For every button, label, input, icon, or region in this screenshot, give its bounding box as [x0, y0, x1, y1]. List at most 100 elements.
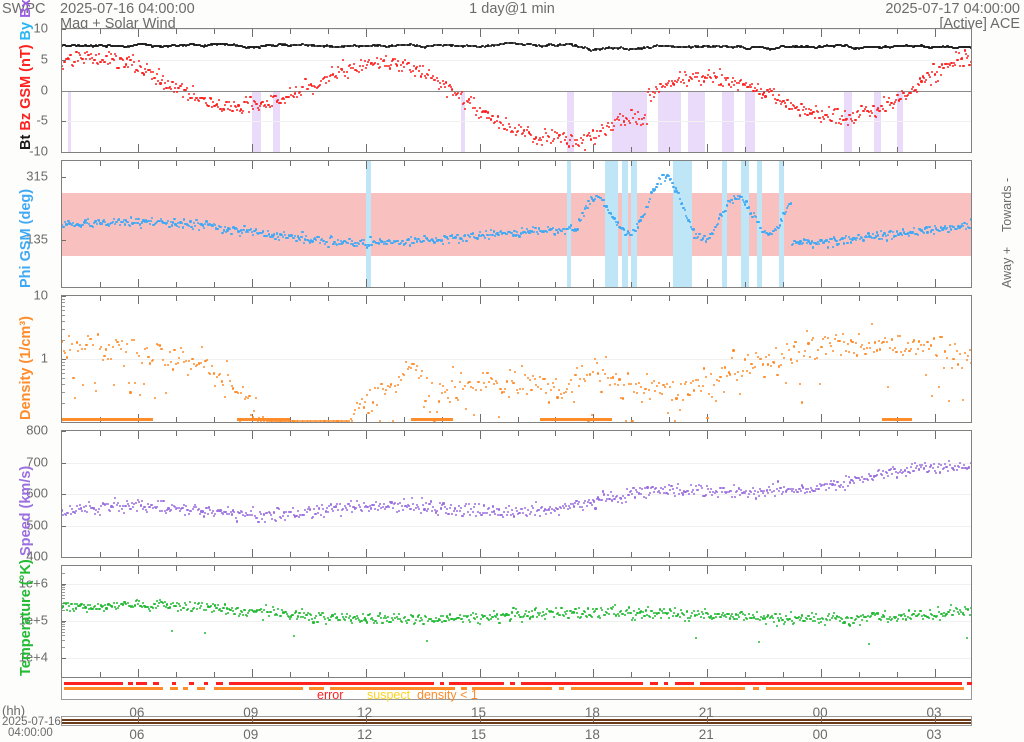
x-tick[interactable]	[669, 147, 670, 152]
x-tick[interactable]	[404, 282, 405, 287]
x-tick[interactable]	[783, 296, 784, 301]
x-tick[interactable]	[783, 282, 784, 287]
gridline[interactable]	[62, 584, 971, 585]
x-tick[interactable]	[404, 566, 405, 571]
x-tick[interactable]	[252, 279, 253, 287]
x-tick[interactable]	[442, 566, 443, 571]
x-tick[interactable]	[897, 147, 898, 152]
x-tick[interactable]	[404, 29, 405, 34]
x-tick[interactable]	[138, 279, 139, 287]
x-tick[interactable]	[176, 161, 177, 166]
x-tick[interactable]	[252, 431, 253, 439]
x-tick[interactable]	[555, 552, 556, 557]
x-tick[interactable]	[593, 144, 594, 152]
x-tick[interactable]	[631, 29, 632, 34]
zero-line[interactable]	[62, 91, 971, 92]
x-tick[interactable]	[100, 672, 101, 677]
x-tick[interactable]	[480, 144, 481, 152]
x-tick[interactable]	[821, 279, 822, 287]
y-minor-tick[interactable]	[62, 585, 65, 586]
x-tick[interactable]	[935, 414, 936, 422]
x-tick[interactable]	[404, 672, 405, 677]
x-tick[interactable]	[518, 417, 519, 422]
x-tick[interactable]	[442, 672, 443, 677]
x-tick[interactable]	[745, 417, 746, 422]
x-tick[interactable]	[745, 672, 746, 677]
x-tick[interactable]	[290, 566, 291, 571]
x-tick[interactable]	[859, 29, 860, 34]
x-tick[interactable]	[707, 566, 708, 574]
x-tick[interactable]	[821, 29, 822, 37]
x-tick[interactable]	[897, 672, 898, 677]
x-tick[interactable]	[897, 431, 898, 436]
panel-phi-angle[interactable]	[61, 160, 972, 288]
y-minor-tick[interactable]	[62, 595, 65, 596]
x-tick[interactable]	[176, 417, 177, 422]
x-tick[interactable]	[821, 161, 822, 169]
x-tick[interactable]	[100, 282, 101, 287]
density-low-segment[interactable]	[214, 687, 303, 690]
error-segment[interactable]	[189, 682, 194, 685]
y-minor-tick[interactable]	[62, 369, 65, 370]
x-tick[interactable]	[897, 552, 898, 557]
density-low-segment[interactable]	[64, 687, 163, 690]
y-minor-tick[interactable]	[62, 587, 65, 588]
y-tick[interactable]	[62, 494, 66, 495]
y-minor-tick[interactable]	[62, 362, 65, 363]
x-tick[interactable]	[252, 296, 253, 304]
x-tick[interactable]	[328, 296, 329, 301]
phi-stripe[interactable]	[741, 161, 749, 287]
x-tick[interactable]	[745, 161, 746, 166]
x-tick[interactable]	[518, 566, 519, 571]
gridline[interactable]	[62, 60, 971, 61]
x-tick[interactable]	[669, 29, 670, 34]
x-tick[interactable]	[897, 161, 898, 166]
x-tick[interactable]	[707, 431, 708, 439]
phi-stripe[interactable]	[673, 161, 692, 287]
x-tick[interactable]	[138, 431, 139, 439]
y-tick[interactable]	[62, 177, 66, 178]
x-tick[interactable]	[859, 417, 860, 422]
x-tick[interactable]	[935, 144, 936, 152]
x-tick[interactable]	[480, 279, 481, 287]
low-density-marker[interactable]	[882, 418, 912, 421]
x-tick[interactable]	[593, 29, 594, 37]
x-tick[interactable]	[935, 296, 936, 304]
y-minor-tick[interactable]	[62, 624, 65, 625]
density-low-segment[interactable]	[559, 687, 564, 690]
x-tick[interactable]	[138, 144, 139, 152]
x-tick[interactable]	[442, 161, 443, 166]
x-tick[interactable]	[252, 549, 253, 557]
y-minor-tick[interactable]	[62, 378, 65, 379]
x-tick[interactable]	[821, 144, 822, 152]
x-tick[interactable]	[214, 566, 215, 571]
x-tick[interactable]	[252, 669, 253, 677]
y-minor-tick[interactable]	[62, 629, 65, 630]
x-tick[interactable]	[555, 161, 556, 166]
x-tick[interactable]	[555, 147, 556, 152]
x-tick[interactable]	[442, 282, 443, 287]
x-tick[interactable]	[631, 552, 632, 557]
panel-magnetic-field[interactable]	[61, 28, 972, 153]
y-tick[interactable]	[62, 29, 66, 30]
x-tick[interactable]	[821, 296, 822, 304]
y-minor-tick[interactable]	[62, 403, 65, 404]
x-tick[interactable]	[366, 549, 367, 557]
y-minor-tick[interactable]	[62, 373, 65, 374]
x-tick[interactable]	[176, 282, 177, 287]
x-tick[interactable]	[555, 566, 556, 571]
x-tick[interactable]	[366, 431, 367, 439]
x-tick[interactable]	[555, 29, 556, 34]
x-tick[interactable]	[366, 161, 367, 169]
x-tick[interactable]	[290, 147, 291, 152]
phi-stripe[interactable]	[622, 161, 628, 287]
x-tick[interactable]	[442, 29, 443, 34]
x-tick[interactable]	[328, 29, 329, 34]
y-minor-tick[interactable]	[62, 306, 65, 307]
y-minor-tick[interactable]	[62, 589, 65, 590]
x-tick[interactable]	[821, 566, 822, 574]
x-tick[interactable]	[783, 672, 784, 677]
y-minor-tick[interactable]	[62, 384, 65, 385]
x-tick[interactable]	[404, 417, 405, 422]
x-tick[interactable]	[328, 282, 329, 287]
